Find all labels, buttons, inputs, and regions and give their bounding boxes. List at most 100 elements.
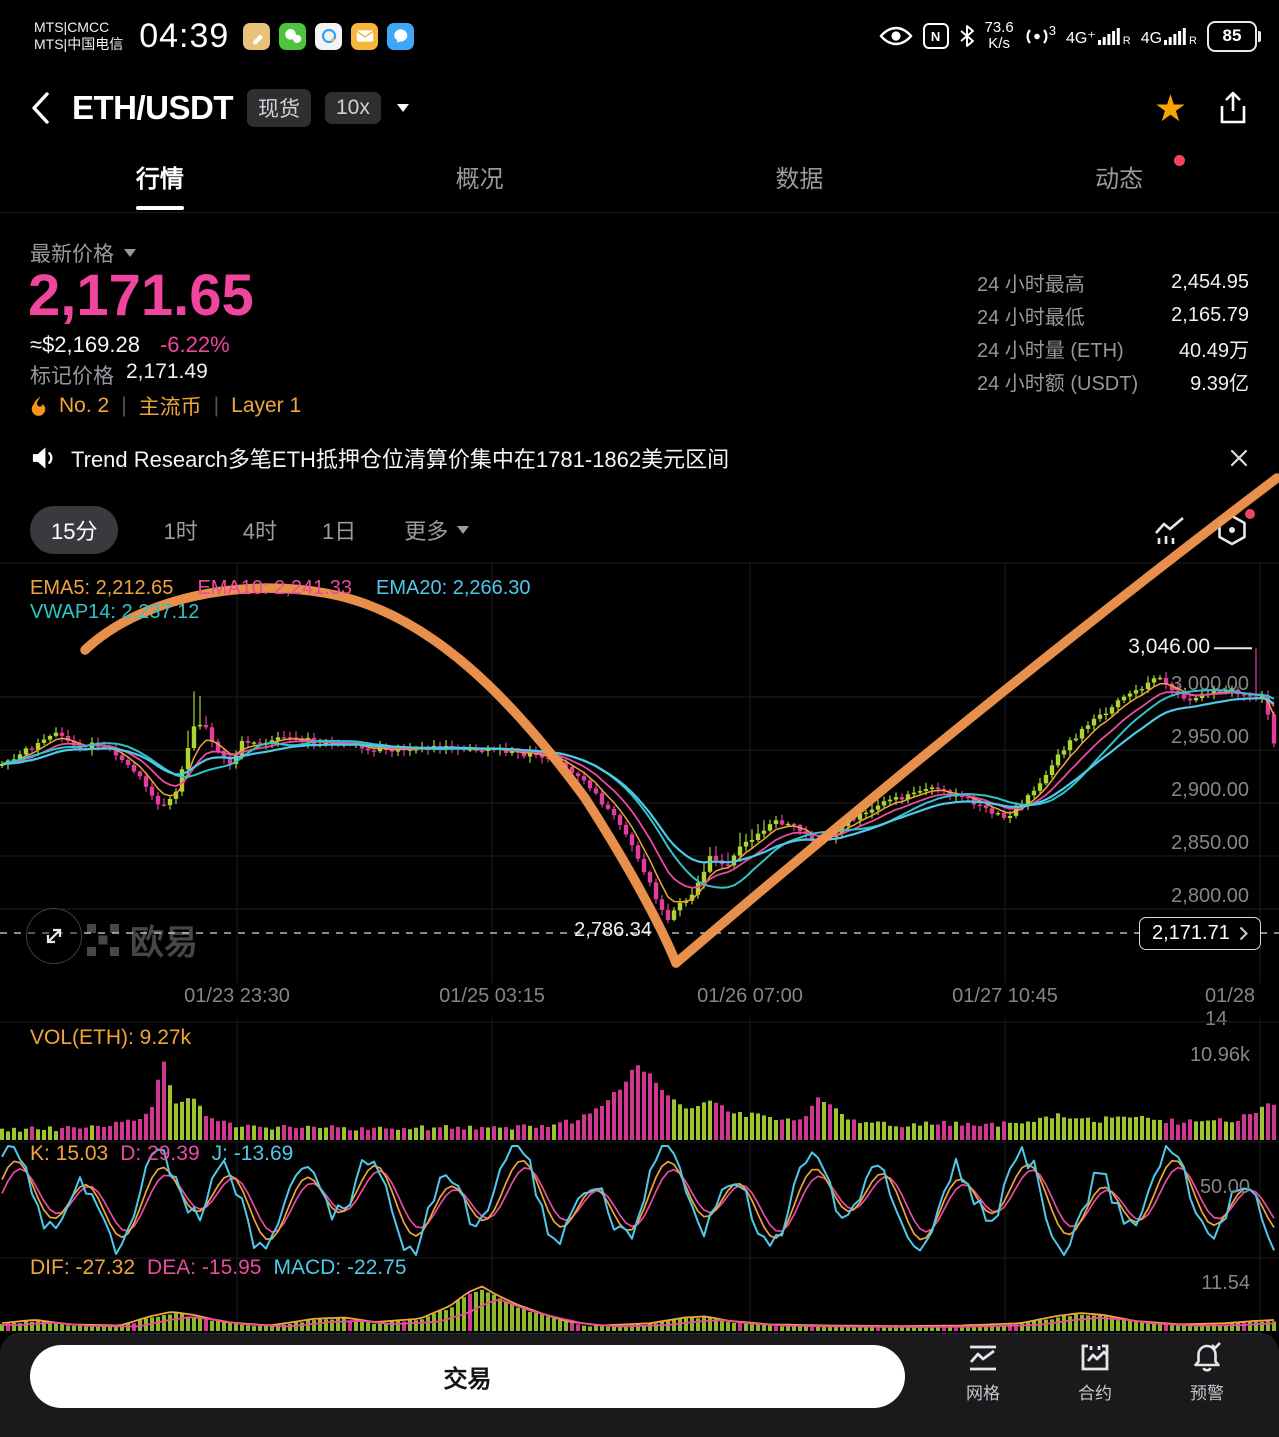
nfc-icon: N [922,23,949,49]
y-axis-tick: 2,850.00 [1171,832,1249,854]
fiat-price: ≈$2,169.28 [30,332,140,357]
status-bar: MTS|CMCC MTS|中国电信 04:39 N 73.6 K/s 3 4G⁺… [0,0,1279,72]
notification-app-icons [243,22,415,50]
news-text[interactable]: Trend Research多笔ETH抵押仓位清算价集中在1781-1862美元… [71,447,730,472]
okx-logo-icon [87,923,119,956]
settings-hexagon-icon [1218,514,1246,546]
current-price-tag[interactable]: 2,171.71 [1139,917,1261,950]
leverage-badge: 10x [325,92,381,124]
battery-icon: 85 [1207,20,1261,52]
x-axis-tick: 01/23 23:30 [184,985,290,1007]
indicator-icon[interactable] [1153,514,1187,546]
speaker-icon [32,447,53,469]
token-tags: No. 2 | 主流币 | Layer 1 [30,391,301,421]
x-axis: 01/23 23:30 01/25 03:15 01/26 07:00 01/2… [0,985,1279,1030]
y-axis-tick: 3,000.00 [1171,673,1249,695]
tab-feed[interactable]: 动态 [959,141,1279,212]
okx-watermark: 欧易 [86,915,198,964]
stat-row: 24 小时额 (USDT) 9.39亿 [977,373,1249,395]
alert-bell-icon [1194,1342,1221,1372]
hotspot-icon: 3 [1024,23,1056,49]
expand-arrows-icon [46,928,62,944]
header: ETH/USDT 现货 10x ★ [0,75,1279,141]
news-ticker[interactable]: Trend Research多笔ETH抵押仓位清算价集中在1781-1862美元… [0,432,1279,484]
flame-icon [31,395,46,416]
timeframe-15m[interactable]: 15分 [30,506,119,554]
chevron-down-icon [457,526,470,534]
x-axis-tick: 01/27 10:45 [952,985,1058,1007]
share-icon[interactable] [1217,91,1249,125]
tab-overview[interactable]: 概况 [455,166,504,193]
signal-primary: 4G⁺ R [1066,26,1131,47]
macd-dif-label: DIF: -27.32 [30,1256,136,1279]
stat-row: 24 小时量 (ETH) 40.49万 [977,340,1249,362]
kdj-j-label: J: -13.69 [211,1142,294,1165]
y-axis-tick: 2,900.00 [1171,779,1249,801]
back-icon[interactable] [30,91,52,125]
tab-market[interactable]: 行情 [0,141,320,212]
carrier-line2: MTS|中国电信 [34,36,124,52]
chevron-right-icon [1239,926,1248,941]
tab-data[interactable]: 数据 [775,166,824,193]
notes-app-icon [243,22,271,50]
close-icon[interactable] [1229,448,1249,468]
volume-axis-label: 10.96k [1189,1044,1250,1066]
timeframe-more-dropdown[interactable]: 更多 [404,514,470,546]
volume-label: VOL(ETH): 9.27k [30,1026,192,1049]
category-tag[interactable]: 主流币 [138,396,202,419]
bluetooth-icon [959,25,974,47]
change-percent: -6.22% [159,332,230,357]
stat-row: 24 小时最低 2,165.79 [977,304,1249,329]
page-title-pair: ETH/USDT [72,89,234,126]
signal-bars-icon [1097,28,1120,45]
chart-settings-button[interactable] [1215,509,1255,547]
status-clock: 04:39 [139,16,230,55]
signal-secondary: 4G R [1141,26,1197,47]
status-indicators: N 73.6 K/s 3 4G⁺ R 4G R 85 [879,20,1261,52]
macd-macd-label: MACD: -22.75 [273,1256,407,1279]
stat-row: 24 小时最高 2,454.95 [977,271,1249,296]
kdj-axis-label: 50.00 [1199,1176,1250,1198]
latest-price-dropdown[interactable]: 最新价格 [30,238,136,268]
carrier-labels: MTS|CMCC MTS|中国电信 [34,19,123,53]
chevron-down-icon [124,249,136,257]
watermark-text: 欧易 [130,924,198,962]
carrier-line1: MTS|CMCC [34,19,110,35]
contract-button[interactable]: 合约 [1039,1342,1151,1404]
fullscreen-expand-button[interactable] [26,908,82,964]
grid-bot-icon [969,1345,996,1371]
x-axis-tick: 01/26 07:00 [697,985,803,1007]
kdj-k-label: K: 15.03 [30,1142,109,1165]
mark-price-label: 标记价格 [30,365,114,388]
timeframe-1h[interactable]: 1时 [163,519,198,544]
chat-app-icon [315,22,343,50]
chart-toolbar: 15分 1时 4时 1日 更多 [0,499,1279,561]
notification-dot [1174,155,1185,166]
vwap-label: VWAP14: 2,237.12 [30,601,200,623]
ema10-label: EMA10: 2,241.33 [197,577,352,599]
x-axis-tick: 01/25 03:15 [439,985,545,1007]
macd-axis-label: 11.54 [1201,1272,1250,1294]
alert-button[interactable]: 预警 [1151,1342,1263,1404]
timeframe-1d[interactable]: 1日 [321,519,357,544]
macd-dea-label: DEA: -15.95 [147,1256,262,1279]
layer-tag[interactable]: Layer 1 [231,394,302,417]
y-axis-tick: 2,950.00 [1171,726,1249,748]
kdj-d-label: D: 29.39 [120,1142,200,1165]
rank-badge[interactable]: No. 2 [59,394,110,417]
y-axis-tick: 2,800.00 [1171,885,1249,907]
market-type-badge: 现货 [247,89,311,127]
grid-bot-button[interactable]: 网格 [927,1342,1039,1404]
top-tabs: 行情 概况 数据 动态 [0,141,1279,213]
timeframe-4h[interactable]: 4时 [242,519,277,544]
stats-24h: 24 小时最高 2,454.95 24 小时最低 2,165.79 24 小时量 (… [977,266,1249,398]
favorite-star-icon[interactable]: ★ [1153,87,1187,129]
ema20-label: EMA20: 2,266.30 [376,577,531,599]
messenger-app-icon [387,22,415,50]
network-speed: 73.6 K/s [984,19,1014,52]
x-axis-tick: 01/28 14 [1205,985,1256,1030]
candlestick-chart[interactable]: EMA5: 2,212.65 EMA10: 2,241.33 EMA20: 2,… [0,473,1279,1333]
trade-button[interactable]: 交易 [30,1345,905,1408]
ema5-label: EMA5: 2,212.65 [30,577,174,599]
pair-dropdown-caret-icon[interactable] [396,104,409,112]
